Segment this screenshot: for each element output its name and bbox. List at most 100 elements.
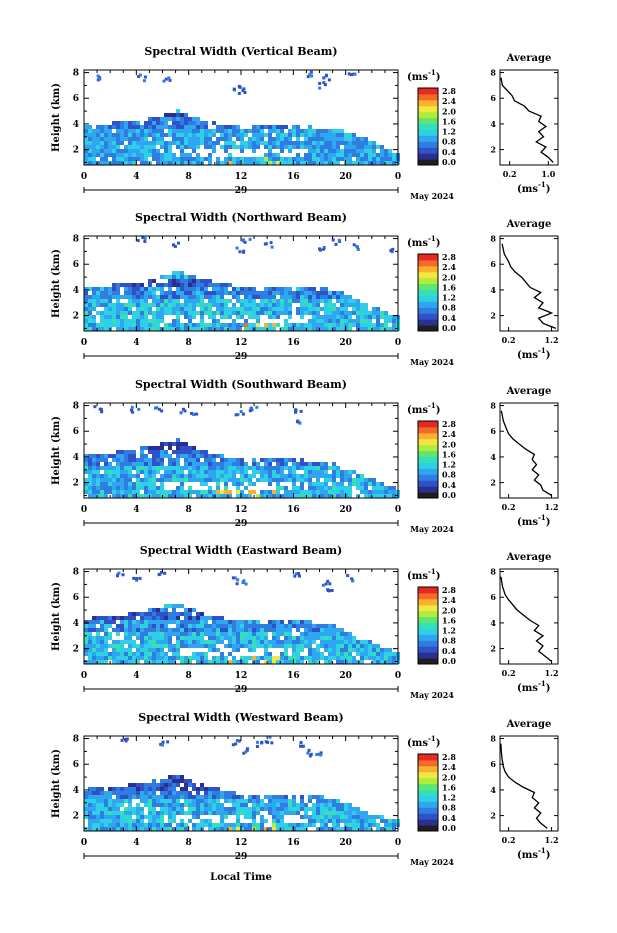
heatmap-cell — [212, 656, 216, 660]
avg-y-tick-label: 6 — [490, 93, 496, 103]
heatmap-cell — [392, 823, 396, 827]
heatmap-cell — [212, 141, 216, 145]
heatmap-cell — [132, 644, 136, 648]
heatmap-cell — [240, 490, 244, 494]
heatmap-cell — [300, 474, 304, 478]
heatmap-cell — [324, 474, 328, 478]
sparse-echo — [327, 589, 331, 593]
heatmap-cell — [340, 291, 344, 295]
heatmap-cell — [116, 470, 120, 474]
heatmap-cell — [244, 323, 248, 327]
heatmap-cell — [256, 303, 260, 307]
heatmap-cell — [288, 149, 292, 153]
heatmap-cell — [196, 660, 200, 664]
heatmap-cell — [316, 129, 320, 133]
heatmap-cell — [216, 454, 220, 458]
heatmap-cell — [84, 644, 88, 648]
heatmap-cell — [152, 474, 156, 478]
heatmap-cell — [160, 795, 164, 799]
heatmap-cell — [192, 129, 196, 133]
panel-5: Spectral Width (Westward Beam)0 4 8 12 16 20 0… — [51, 711, 559, 867]
heatmap-cell — [324, 644, 328, 648]
heatmap-cell — [320, 636, 324, 640]
heatmap-cell — [316, 299, 320, 303]
heatmap-cell — [248, 656, 252, 660]
heatmap-cell — [356, 815, 360, 819]
heatmap-cell — [264, 648, 268, 652]
heatmap-cell — [244, 307, 248, 311]
heatmap-cell — [224, 807, 228, 811]
heatmap-cell — [156, 327, 160, 331]
heatmap-cell — [124, 811, 128, 815]
heatmap-cell — [84, 795, 88, 799]
heatmap-cell — [284, 141, 288, 145]
heatmap-cell — [128, 153, 132, 157]
heatmap-cell — [132, 462, 136, 466]
heatmap-cell — [328, 640, 332, 644]
heatmap-cell — [284, 137, 288, 141]
heatmap-cell — [180, 466, 184, 470]
heatmap-cell — [216, 807, 220, 811]
heatmap-cell — [176, 644, 180, 648]
heatmap-cell — [308, 486, 312, 490]
sparse-echo — [269, 241, 273, 245]
heatmap-cell — [240, 141, 244, 145]
heatmap-cell — [312, 807, 316, 811]
x-tick-label: 20 — [339, 505, 352, 515]
colorbar-segment — [418, 468, 438, 475]
heatmap-cell — [340, 319, 344, 323]
heatmap-cell — [220, 628, 224, 632]
heatmap-cell — [272, 125, 276, 129]
heatmap-cell — [232, 795, 236, 799]
heatmap-cell — [96, 141, 100, 145]
heatmap-cell — [328, 819, 332, 823]
heatmap-cell — [196, 644, 200, 648]
date-month-label: May 2024 — [410, 857, 454, 867]
heatmap-cell — [320, 287, 324, 291]
heatmap-cell — [240, 482, 244, 486]
heatmap-cell — [112, 283, 116, 287]
heatmap-cell — [164, 474, 168, 478]
heatmap-cell — [276, 462, 280, 466]
sparse-echo — [270, 741, 274, 745]
heatmap-cell — [204, 291, 208, 295]
heatmap-cell — [172, 648, 176, 652]
heatmap-cell — [376, 157, 380, 161]
heatmap-cell — [228, 827, 232, 831]
heatmap-cell — [96, 137, 100, 141]
sparse-echo — [293, 574, 297, 578]
heatmap-cell — [268, 660, 272, 664]
heatmap-cell — [256, 129, 260, 133]
heatmap-cell — [312, 490, 316, 494]
sparse-echo — [164, 77, 168, 81]
heatmap-cell — [308, 628, 312, 632]
heatmap-cell — [280, 137, 284, 141]
heatmap-cell — [100, 161, 104, 165]
heatmap-cell — [152, 291, 156, 295]
colorbar-segment — [418, 421, 438, 428]
heatmap-cell — [128, 620, 132, 624]
heatmap-cell — [328, 827, 332, 831]
heatmap-cell — [216, 811, 220, 815]
heatmap-cell — [336, 819, 340, 823]
heatmap-cell — [388, 153, 392, 157]
heatmap-cell — [368, 656, 372, 660]
heatmap-cell — [308, 632, 312, 636]
heatmap-cell — [188, 315, 192, 319]
heatmap-cell — [128, 454, 132, 458]
heatmap-cell — [200, 490, 204, 494]
heatmap-cell — [132, 295, 136, 299]
heatmap-cell — [360, 656, 364, 660]
heatmap-cell — [300, 458, 304, 462]
heatmap-cell — [348, 153, 352, 157]
heatmap-cell — [96, 791, 100, 795]
heatmap-cell — [116, 161, 120, 165]
heatmap-cell — [280, 466, 284, 470]
heatmap-cell — [360, 145, 364, 149]
heatmap-cell — [340, 295, 344, 299]
heatmap-cell — [164, 133, 168, 137]
heatmap-cell — [276, 307, 280, 311]
heatmap-cell — [128, 791, 132, 795]
heatmap-cell — [100, 644, 104, 648]
heatmap-cell — [196, 478, 200, 482]
